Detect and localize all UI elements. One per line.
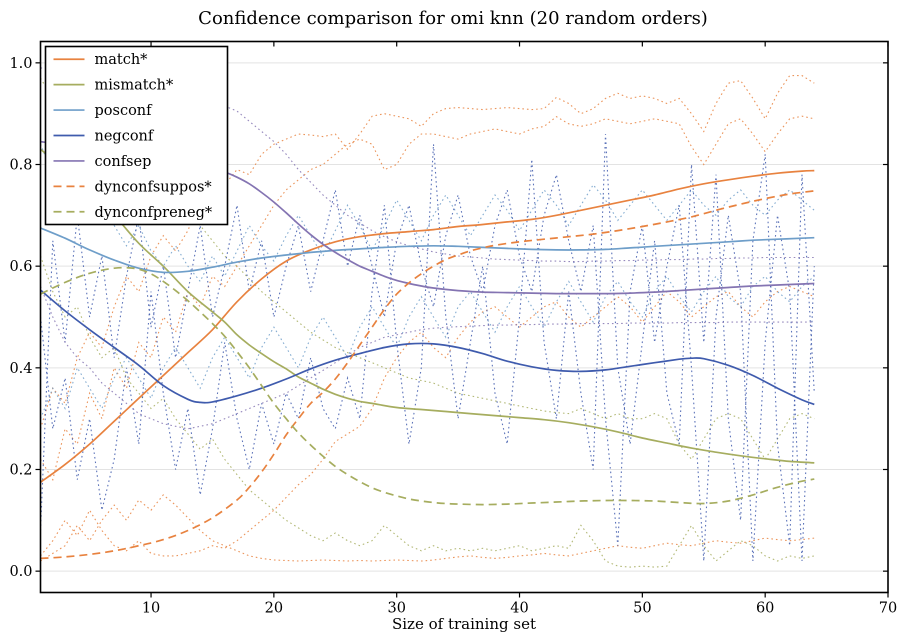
series-or_hi-dotted bbox=[40, 75, 815, 429]
series-ol_lo-dotted bbox=[40, 255, 815, 568]
series-or_lo-dotted bbox=[40, 285, 815, 557]
x-tick-label-50: 50 bbox=[633, 601, 651, 617]
legend-label: match* bbox=[95, 52, 149, 68]
series-lb_lo-dotted bbox=[40, 275, 815, 419]
series-posconf-line bbox=[40, 227, 815, 274]
legend-item-mismatch: mismatch* bbox=[53, 78, 175, 94]
series-dynconfsuppos-line bbox=[40, 190, 815, 560]
legend: match* mismatch* posconf negconf confsep dync… bbox=[44, 45, 229, 226]
series-match-line bbox=[40, 169, 815, 483]
x-axis-label: Size of training set bbox=[391, 615, 536, 633]
series-or_lo2-dotted bbox=[40, 494, 815, 562]
y-tick-label-0.4: 0.4 bbox=[9, 361, 32, 377]
legend-label: confsep bbox=[95, 154, 152, 170]
legend-label: dynconfsuppos* bbox=[95, 179, 213, 195]
y-tick-label-0.6: 0.6 bbox=[9, 259, 32, 275]
legend-item-dynconfpreneg: dynconfpreneg* bbox=[53, 205, 213, 221]
legend-item-match: match* bbox=[53, 52, 149, 68]
legend-item-negconf: negconf bbox=[53, 129, 155, 145]
series-negconf-line bbox=[40, 289, 815, 406]
series-dynconfpreneg-line bbox=[40, 266, 815, 506]
legend-item-confsep: confsep bbox=[53, 154, 152, 170]
x-tick-label-30: 30 bbox=[387, 601, 405, 617]
x-tick-label-70: 70 bbox=[879, 601, 897, 617]
y-tick-label-0.8: 0.8 bbox=[9, 158, 32, 174]
series-mismatch-line bbox=[40, 148, 815, 464]
legend-item-posconf: posconf bbox=[53, 103, 154, 119]
series-lb_hi-dotted bbox=[40, 143, 815, 283]
legend-label: negconf bbox=[95, 129, 155, 145]
y-tick-label-0.0: 0.0 bbox=[9, 564, 32, 580]
x-tick-label-20: 20 bbox=[265, 601, 283, 617]
legend-label: posconf bbox=[95, 103, 154, 119]
chart-title: Confidence comparison for omi knn (20 ra… bbox=[198, 8, 708, 29]
y-tick-label-0.2: 0.2 bbox=[9, 462, 32, 478]
x-tick-label-40: 40 bbox=[510, 601, 528, 617]
y-tick-label-1.0: 1.0 bbox=[9, 56, 32, 72]
legend-label: mismatch* bbox=[95, 78, 175, 94]
x-tick-label-60: 60 bbox=[756, 601, 774, 617]
legend-label: dynconfpreneg* bbox=[95, 205, 213, 221]
series-pu_hi-dotted bbox=[40, 67, 815, 263]
plot-area bbox=[40, 67, 815, 568]
legend-item-dynconfsuppos: dynconfsuppos* bbox=[53, 179, 213, 195]
x-tick-label-10: 10 bbox=[142, 601, 160, 617]
axes-spines bbox=[39, 40, 889, 594]
